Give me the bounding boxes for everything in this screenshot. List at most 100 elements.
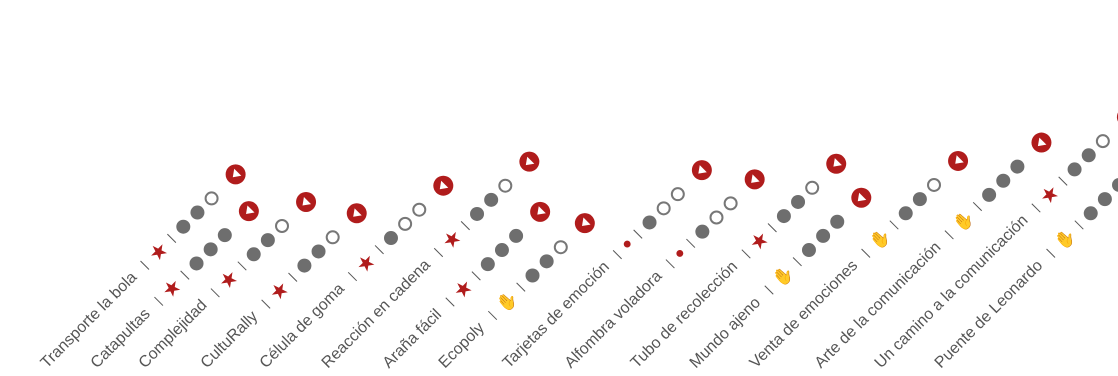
separator <box>944 230 954 240</box>
difficulty-dot-filled <box>308 241 329 262</box>
difficulty-dot-filled <box>788 191 809 212</box>
bird-icon: ● <box>617 234 637 254</box>
separator <box>374 245 384 255</box>
difficulty-dot-filled <box>186 253 207 274</box>
play-button[interactable] <box>740 165 769 194</box>
bird-icon: ● <box>670 244 690 263</box>
play-button[interactable] <box>234 196 264 226</box>
difficulty-dot-empty <box>924 174 945 195</box>
separator <box>516 282 526 292</box>
play-icon <box>349 208 362 221</box>
difficulty-dot-filled <box>506 225 527 246</box>
difficulty-dot-filled <box>1064 159 1085 180</box>
difficulty-dot-filled <box>798 240 819 261</box>
difficulty-dot-empty <box>720 193 741 214</box>
star-icon: ★ <box>351 248 381 278</box>
difficulty-dot-filled <box>294 255 315 276</box>
separator <box>237 261 247 271</box>
difficulty-dot-filled <box>774 205 795 226</box>
difficulty-dot-filled <box>910 189 930 209</box>
play-icon <box>695 164 708 177</box>
separator <box>140 260 150 270</box>
play-icon <box>829 158 842 171</box>
separator <box>210 288 220 298</box>
hands-icon: ✋ <box>865 224 895 254</box>
hands-icon: ✋ <box>768 261 798 291</box>
play-icon <box>242 205 255 218</box>
play-button[interactable] <box>570 208 600 238</box>
play-button[interactable] <box>515 147 544 176</box>
difficulty-dot-filled <box>1080 203 1101 224</box>
separator <box>889 220 899 230</box>
difficulty-dot-empty <box>271 216 292 237</box>
separator <box>972 201 983 212</box>
play-button[interactable] <box>221 160 250 189</box>
star-icon: ★ <box>143 236 174 267</box>
difficulty-dot-filled <box>1095 189 1115 209</box>
difficulty-dot-filled <box>993 170 1014 191</box>
separator <box>153 297 163 307</box>
separator <box>764 285 774 295</box>
difficulty-dot-filled <box>466 204 487 225</box>
difficulty-dot-filled <box>639 212 660 233</box>
difficulty-dot-filled <box>481 190 501 210</box>
difficulty-dot-empty <box>409 199 430 220</box>
play-button[interactable] <box>429 171 458 200</box>
play-button[interactable] <box>687 156 716 185</box>
activity-name: Reacción en cadena <box>318 256 434 372</box>
activity-name: CultuRally <box>197 308 262 372</box>
separator <box>460 221 470 231</box>
difficulty-dot-filled <box>895 203 916 224</box>
play-button[interactable] <box>822 149 851 178</box>
play-button[interactable] <box>1027 128 1056 157</box>
star-icon: ★ <box>213 264 244 295</box>
play-button[interactable] <box>291 187 321 217</box>
star-icon: ★ <box>1034 179 1065 210</box>
star-icon: ★ <box>448 274 478 304</box>
difficulty-dot-filled <box>1078 145 1099 166</box>
separator <box>261 299 271 309</box>
play-icon <box>1034 137 1047 150</box>
separator <box>792 257 802 267</box>
separator <box>487 310 498 321</box>
activity-name: Puente de Leonardo <box>931 257 1047 372</box>
difficulty-dot-empty <box>667 184 688 205</box>
difficulty-dot-filled <box>812 226 833 247</box>
difficulty-dot-empty <box>495 175 516 196</box>
difficulty-dot-empty <box>1092 131 1113 152</box>
star-icon: ★ <box>436 224 467 255</box>
play-button[interactable] <box>526 197 555 226</box>
difficulty-dot-filled <box>492 239 513 260</box>
separator <box>612 249 623 260</box>
separator <box>471 270 482 281</box>
difficulty-dot-empty <box>322 227 343 248</box>
difficulty-dot-filled <box>979 185 999 205</box>
separator <box>445 297 455 307</box>
separator <box>633 229 643 239</box>
difficulty-dot-filled <box>827 212 847 232</box>
difficulty-dot-filled <box>1109 174 1118 195</box>
difficulty-dot-empty <box>550 237 571 258</box>
activity-name: Ecopoly <box>435 319 488 372</box>
play-icon <box>747 174 760 187</box>
difficulty-dot-empty <box>653 198 674 219</box>
play-icon <box>951 155 964 168</box>
activity-name: Venta de emociones <box>746 257 862 372</box>
play-button[interactable] <box>342 199 371 228</box>
separator <box>167 233 177 243</box>
difficulty-dot-empty <box>706 207 727 228</box>
difficulty-dot-filled <box>381 228 401 248</box>
play-icon <box>854 192 867 205</box>
play-button[interactable] <box>1112 103 1118 132</box>
hands-icon: ✋ <box>492 287 521 316</box>
star-icon: ★ <box>264 276 294 306</box>
play-button[interactable] <box>846 183 876 213</box>
play-icon <box>229 168 242 181</box>
separator <box>287 272 298 283</box>
play-icon <box>578 217 591 230</box>
difficulty-dot-filled <box>257 230 278 251</box>
play-button[interactable] <box>944 146 973 175</box>
separator <box>1074 220 1084 230</box>
play-icon <box>436 180 449 193</box>
